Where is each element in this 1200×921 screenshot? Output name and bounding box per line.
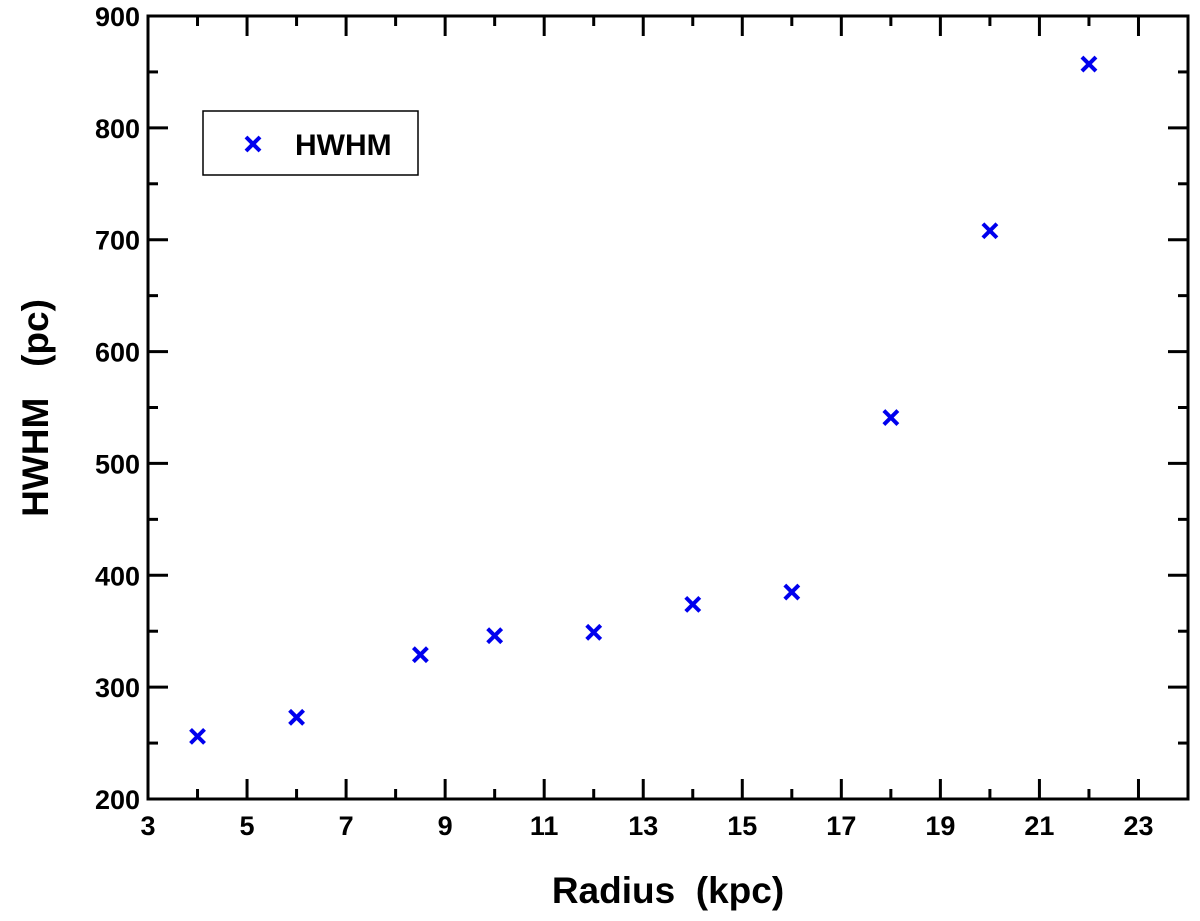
ticks-layer — [146, 14, 1190, 801]
y-tick-label: 400 — [95, 561, 140, 591]
legend-marker-x-icon — [244, 135, 262, 153]
x-tick-label: 9 — [438, 811, 453, 841]
y-tick-label: 500 — [95, 449, 140, 479]
x-tick-label: 23 — [1123, 811, 1153, 841]
data-point-x-marker — [684, 595, 702, 613]
x-tick-label: 15 — [727, 811, 757, 841]
x-tick-label: 19 — [925, 811, 955, 841]
x-tick-label: 7 — [339, 811, 354, 841]
data-point-x-marker — [189, 727, 206, 745]
x-axis-title: Radius (kpc) — [552, 870, 784, 911]
tick-labels-layer: 3 5 7 9 11 13 15 17 19 21 23 200 300 400 500 600 700 800 9… — [95, 2, 1154, 841]
data-point-x-marker — [783, 583, 801, 601]
data-point-x-marker — [981, 222, 999, 240]
legend: HWHM — [202, 110, 419, 176]
x-tick-label: 13 — [628, 811, 658, 841]
x-tick-label: 17 — [826, 811, 856, 841]
y-tick-label: 700 — [95, 226, 140, 256]
legend-label: HWHM — [295, 129, 392, 162]
data-point-x-marker — [882, 409, 900, 426]
y-tick-label: 600 — [95, 338, 140, 368]
data-point-x-marker — [1080, 55, 1098, 73]
x-tick-label: 11 — [530, 811, 559, 841]
plot-frame — [146, 14, 1190, 801]
y-axis-title: HWHM (pc) — [15, 299, 56, 517]
x-tick-label: 3 — [140, 811, 155, 841]
y-tick-label: 200 — [95, 785, 140, 815]
data-point-x-marker — [486, 627, 504, 645]
data-point-x-marker — [585, 623, 603, 641]
data-point-x-marker — [288, 708, 305, 726]
x-tick-label: 5 — [240, 811, 255, 841]
x-tick-label: 21 — [1024, 811, 1054, 841]
y-tick-label: 300 — [95, 673, 140, 703]
data-point-x-marker — [411, 646, 429, 664]
legend-box — [202, 110, 419, 176]
data-points — [189, 55, 1098, 745]
y-tick-label: 800 — [95, 114, 140, 144]
y-tick-label: 900 — [95, 2, 140, 32]
